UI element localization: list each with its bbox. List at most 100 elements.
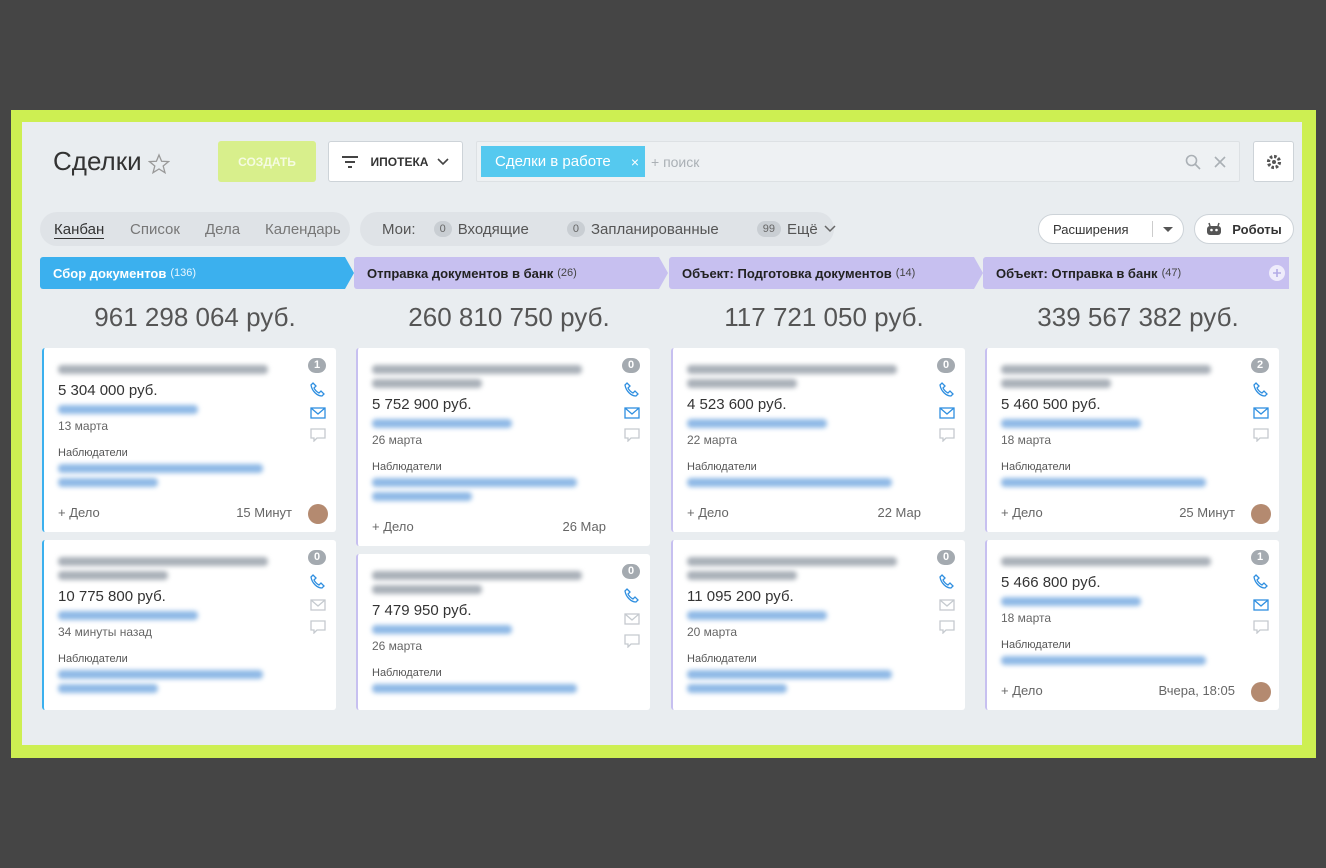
clear-icon[interactable] [1213,155,1227,169]
deal-amount: 5 460 500 руб. [1001,396,1101,413]
counter[interactable]: 0 Входящие [433,221,529,238]
activity-time: 22 Мар [877,505,921,520]
counter-label: Ещё [787,220,818,238]
mail-icon[interactable] [310,598,326,612]
card-icons [310,382,326,442]
deal-card[interactable]: 0 7 479 950 руб. 26 марта Наблюдатели [356,554,650,710]
chip-close[interactable]: × [630,153,639,170]
phone-icon[interactable] [624,588,640,604]
phone-icon[interactable] [310,574,326,590]
chat-icon[interactable] [939,428,955,442]
blurred-name [372,379,482,388]
view-tab[interactable]: Календарь [265,221,341,238]
column-header[interactable]: Объект: Подготовка документов (14) [669,257,983,289]
deal-date: 18 марта [1001,611,1052,625]
blurred-contact [372,419,512,428]
search-chip[interactable]: Сделки в работе × [481,146,645,177]
card-badge: 0 [937,358,955,373]
chat-icon[interactable] [939,620,955,634]
deal-card[interactable]: 0 11 095 200 руб. 20 марта Наблюдатели [671,540,965,710]
create-button[interactable]: СОЗДАТЬ [218,141,316,182]
mail-icon[interactable] [624,406,640,420]
mail-icon[interactable] [939,598,955,612]
phone-icon[interactable] [1253,574,1269,590]
deal-amount: 11 095 200 руб. [687,588,794,605]
phone-icon[interactable] [939,574,955,590]
card-icons [939,574,955,634]
settings-button[interactable] [1253,141,1294,182]
activity-time: 25 Минут [1179,505,1235,520]
chat-icon[interactable] [310,620,326,634]
blurred-name [1001,379,1111,388]
blurred-name [687,365,897,374]
blurred-observer [58,670,263,679]
card-footer: + Дело 26 Мар [372,519,636,534]
counter[interactable]: 0 Запланированные [566,220,719,238]
blurred-observer [1001,656,1206,665]
counter-label: Запланированные [590,220,719,238]
phone-icon[interactable] [624,382,640,398]
card-badge: 1 [308,358,326,373]
mail-icon[interactable] [939,406,955,420]
add-column[interactable] [1269,265,1285,281]
counter[interactable]: 99 Ещё [756,220,836,238]
chat-icon[interactable] [310,428,326,442]
view-tab[interactable]: Список [130,221,180,238]
mail-icon[interactable] [624,612,640,626]
add-activity[interactable]: + Дело [58,505,100,520]
add-activity[interactable]: + Дело [687,505,729,520]
deal-card[interactable]: 0 10 775 800 руб. 34 минуты назад Наблюдате… [42,540,336,710]
column-total: 117 721 050 руб. [724,302,924,332]
chat-icon[interactable] [624,428,640,442]
column-header[interactable]: Объект: Отправка в банк (47) [983,257,1289,289]
phone-icon[interactable] [310,382,326,398]
add-activity[interactable]: + Дело [1001,505,1043,520]
column-count: (136) [170,267,197,279]
filter-button[interactable]: ИПОТЕКА [328,141,463,182]
view-tab[interactable]: Дела [205,221,241,238]
deal-amount: 7 479 950 руб. [372,602,472,619]
observers-label: Наблюдатели [372,667,442,679]
phone-icon[interactable] [1253,382,1269,398]
robots-button[interactable]: Роботы [1194,214,1294,244]
blurred-observer [58,684,158,693]
deal-card[interactable]: 1 5 466 800 руб. 18 марта Наблюдатели + Дело… [985,540,1279,710]
column-header[interactable]: Отправка документов в банк (26) [354,257,668,289]
deal-card[interactable]: 1 5 304 000 руб. 13 марта Наблюдатели + Дело… [42,348,336,532]
search-box[interactable]: Сделки в работе × + поиск [476,141,1240,182]
chat-icon[interactable] [624,634,640,648]
mail-icon[interactable] [310,406,326,420]
search-icon[interactable] [1185,154,1201,170]
card-footer: + Дело 15 Минут [58,505,322,520]
blurred-observer [58,464,263,473]
card-badge: 0 [622,564,640,579]
mail-icon[interactable] [1253,406,1269,420]
filter-label: ИПОТЕКА [370,154,429,169]
column-header[interactable]: Сбор документов (136) [40,257,354,289]
deal-card[interactable]: 0 4 523 600 руб. 22 марта Наблюдатели + Дело… [671,348,965,532]
page-title: Сделки [53,146,142,176]
deal-card[interactable]: 2 5 460 500 руб. 18 марта Наблюдатели + Дело… [985,348,1279,532]
add-activity[interactable]: + Дело [372,519,414,534]
star[interactable] [148,153,170,175]
extensions-button[interactable]: Расширения [1038,214,1184,244]
card-stack: 2 5 460 500 руб. 18 марта Наблюдатели + Дело… [985,348,1279,710]
chat-icon[interactable] [1253,620,1269,634]
mail-icon[interactable] [1253,598,1269,612]
view-tab[interactable]: Канбан [54,221,105,239]
card-footer: + Дело 22 Мар [687,505,951,520]
observers-label: Наблюдатели [372,461,442,473]
blurred-observer [372,478,577,487]
phone-icon[interactable] [939,382,955,398]
observers-label: Наблюдатели [1001,639,1071,651]
deal-card[interactable]: 0 5 752 900 руб. 26 марта Наблюдатели + Дело… [356,348,650,546]
blurred-name [58,571,168,580]
observers-label: Наблюдатели [58,653,128,665]
blurred-contact [687,419,827,428]
blurred-contact [687,611,827,620]
chat-icon[interactable] [1253,428,1269,442]
observers-label: Наблюдатели [1001,461,1071,473]
board: Сделки СОЗДАТЬ ИПОТЕКА Сделки в работе × … [22,122,1302,745]
add-activity[interactable]: + Дело [1001,683,1043,698]
